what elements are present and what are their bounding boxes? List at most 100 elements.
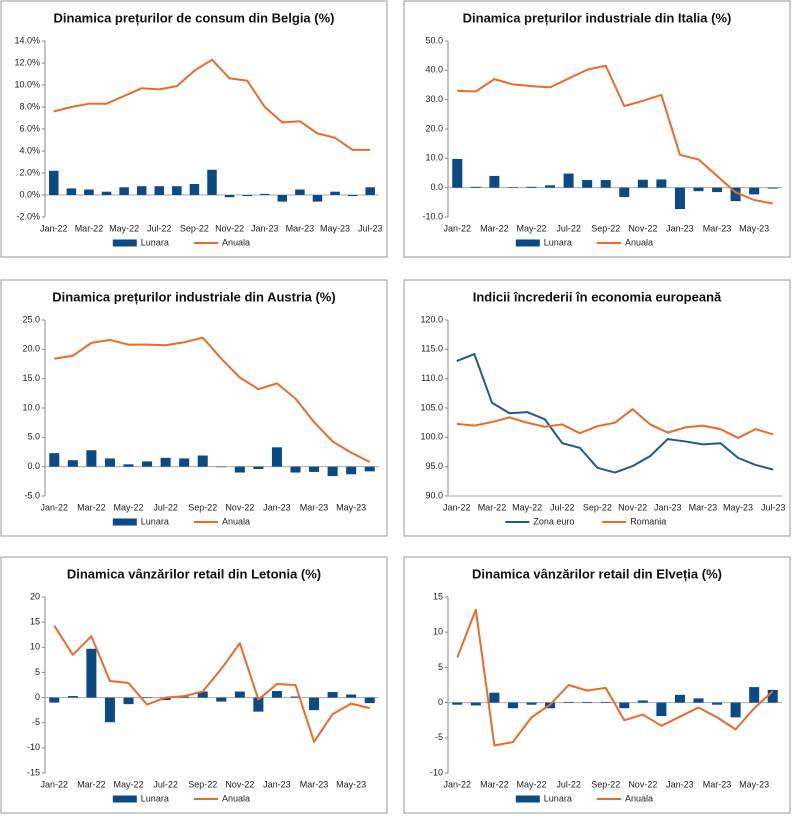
y-tick-label: 0.0 (430, 182, 443, 192)
bar (290, 466, 301, 473)
y-tick-label: 10 (433, 627, 443, 637)
x-tick-label: Nov-22 (628, 223, 657, 233)
y-tick-label: -5 (435, 732, 443, 742)
legend-label: Lunara (141, 793, 169, 803)
bar (674, 187, 685, 210)
x-tick-label: Mar-23 (286, 223, 315, 233)
bar (179, 696, 190, 698)
bar (67, 460, 78, 467)
x-tick-label: Jan-22 (444, 779, 472, 789)
bar (749, 687, 760, 703)
bar (582, 701, 593, 703)
x-tick-label: Jul-22 (153, 779, 178, 789)
y-tick-label: 20 (30, 591, 40, 601)
y-tick-label: 0 (438, 697, 443, 707)
y-tick-label: -10.0 (422, 211, 443, 221)
y-tick-label: -10 (27, 742, 40, 752)
y-tick-label: 15 (433, 591, 443, 601)
x-tick-label: Jan-23 (666, 223, 694, 233)
x-tick-label: Jan-22 (41, 502, 69, 512)
x-tick-label: May-22 (516, 223, 546, 233)
bar (712, 702, 723, 705)
x-tick-label: Jan-22 (444, 223, 472, 233)
panel-border (0, 556, 388, 814)
bar (123, 697, 134, 705)
legend-label: Lunara (141, 516, 169, 526)
bar (327, 466, 338, 477)
y-tick-label: 10.0% (14, 79, 40, 89)
y-tick-label: 120.0 (420, 314, 443, 324)
x-tick-label: Sep-22 (591, 223, 620, 233)
x-tick-label: May-22 (113, 502, 143, 512)
bar (712, 187, 723, 193)
panel-border (403, 556, 791, 814)
bar (179, 458, 190, 467)
y-tick-label: 10.0 (22, 402, 40, 412)
x-tick-label: May-22 (113, 779, 143, 789)
y-tick-label: 110.0 (421, 373, 443, 383)
bar (674, 694, 685, 703)
bar (160, 697, 171, 701)
bar (123, 464, 134, 467)
legend-label: Romania (630, 516, 666, 526)
y-tick-label: 100.0 (420, 432, 443, 442)
y-tick-label: 95.0 (425, 461, 443, 471)
bar (730, 702, 741, 718)
bar (66, 188, 77, 195)
x-tick-label: Mar-22 (75, 223, 104, 233)
legend-label: Lunara (141, 237, 169, 247)
legend-swatch (112, 518, 137, 526)
x-tick-label: Nov-22 (225, 502, 254, 512)
x-tick-label: Jul-22 (556, 779, 581, 789)
bar (49, 697, 60, 703)
x-tick-label: Jan-22 (41, 779, 69, 789)
x-tick-label: Jan-23 (263, 502, 291, 512)
legend-swatch (515, 795, 540, 803)
bar (136, 186, 147, 195)
y-tick-label: 115.0 (421, 344, 443, 354)
y-tick-label: 14.0% (14, 35, 40, 45)
legend-label: Anuala (625, 237, 653, 247)
bar (271, 691, 282, 698)
y-tick-label: 30.0 (425, 94, 443, 104)
x-tick-label: Jan-23 (654, 502, 682, 512)
x-tick-label: Jul-23 (761, 502, 786, 512)
y-tick-label: 5 (35, 667, 40, 677)
x-tick-label: Mar-23 (300, 779, 329, 789)
x-tick-label: Mar-23 (689, 502, 718, 512)
bar (290, 696, 301, 698)
x-tick-label: Sep-22 (180, 223, 209, 233)
chart-title: Dinamica prețurilor de consum din Belgia… (54, 10, 335, 25)
y-tick-label: 12.0% (14, 57, 40, 67)
bar (154, 186, 165, 195)
legend-label: Anuala (222, 516, 250, 526)
x-tick-label: Mar-22 (480, 779, 509, 789)
chart-panel: Indicii încrederii în economia europeană… (403, 279, 791, 537)
x-tick-label: Mar-22 (77, 502, 106, 512)
bar (364, 466, 375, 472)
y-tick-label: 90.0 (425, 490, 443, 500)
x-tick-label: Nov-22 (618, 502, 647, 512)
bar (142, 697, 153, 698)
chart-panel: Dinamica vânzărilor retail din Letonia (… (0, 556, 388, 814)
y-tick-label: 5.0 (27, 432, 40, 442)
chart-title: Dinamica vânzărilor retail din Letonia (… (67, 566, 321, 581)
bar (224, 195, 235, 198)
bar (364, 697, 375, 704)
legend-label: Anuala (625, 793, 653, 803)
legend-swatch (515, 239, 540, 247)
chart-panel: Dinamica prețurilor industriale din Ital… (403, 0, 791, 258)
x-tick-label: May-23 (739, 223, 769, 233)
y-tick-label: 8.0% (19, 101, 40, 111)
bar (693, 187, 704, 192)
bar (619, 702, 630, 709)
bar (656, 179, 667, 188)
chart-panel: Dinamica vânzărilor retail din Elveția (… (403, 556, 791, 814)
bar (172, 186, 182, 195)
y-tick-label: -10 (430, 767, 443, 777)
bar (526, 186, 537, 188)
bar (563, 701, 574, 703)
y-tick-label: 25.0 (22, 314, 40, 324)
x-tick-label: Jul-22 (556, 223, 581, 233)
